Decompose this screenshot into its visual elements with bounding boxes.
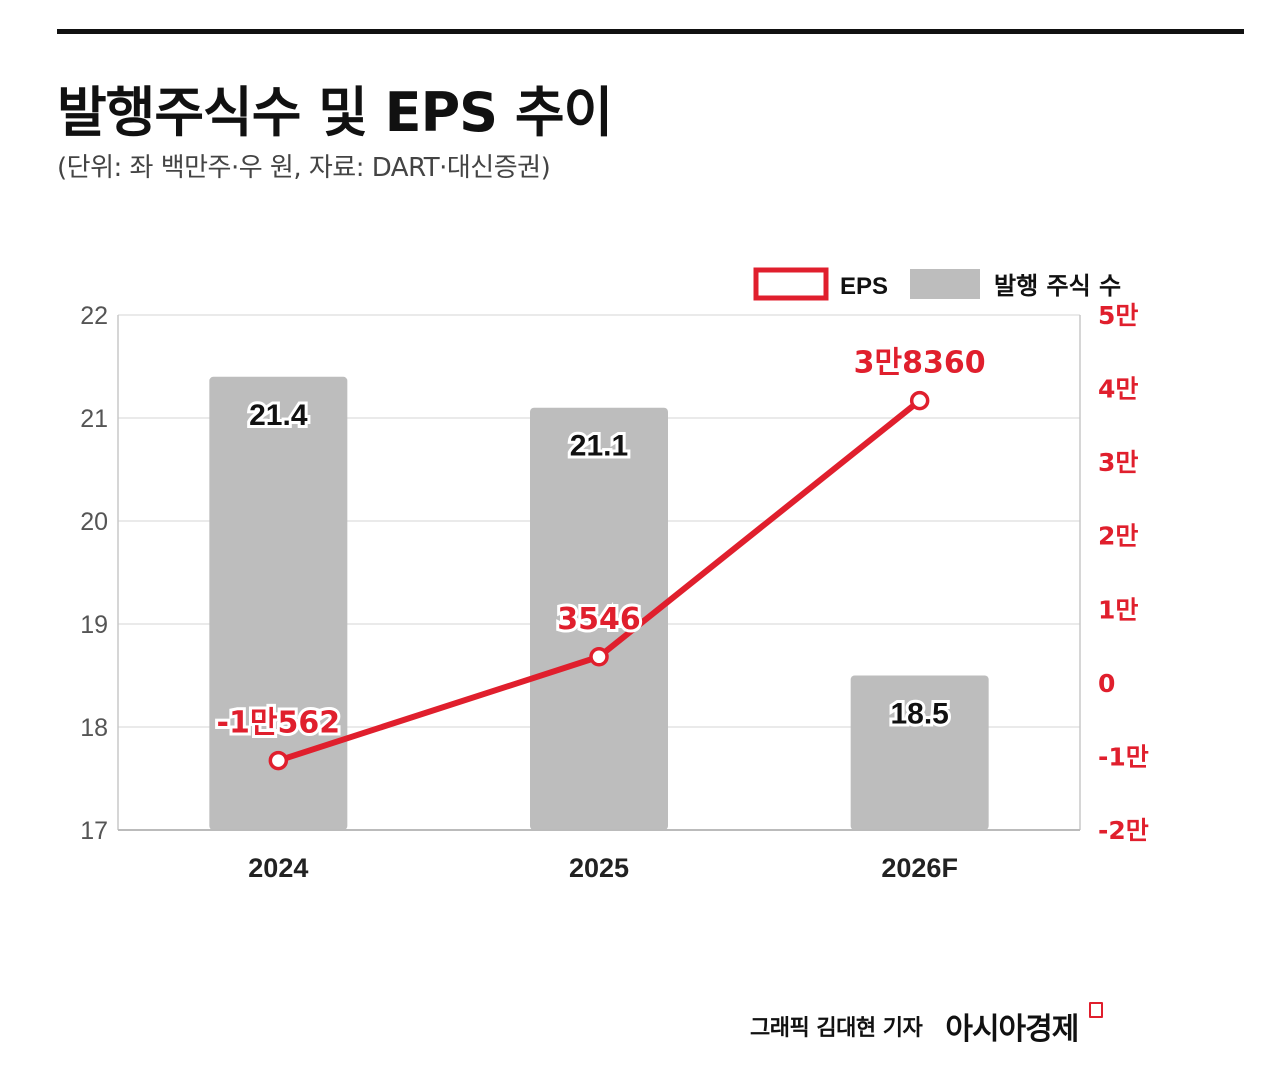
legend-eps-label: EPS bbox=[840, 273, 888, 300]
chart-title: 발행주식수 및 EPS 추이 bbox=[57, 81, 613, 144]
x-axis-tick-label: 2024 bbox=[248, 853, 308, 883]
footer: 그래픽 김대현 기자 아시아경제 bbox=[750, 1002, 1104, 1048]
left-axis-tick-label: 22 bbox=[80, 302, 108, 330]
eps-point bbox=[909, 390, 930, 411]
left-axis-tick-label: 18 bbox=[80, 714, 108, 742]
eps-data-label: 3546 bbox=[557, 602, 641, 637]
right-axis-tick-label: 4만 bbox=[1098, 375, 1138, 404]
x-axis-tick-label: 2025 bbox=[569, 853, 629, 883]
right-axis-tick-label: 5만 bbox=[1098, 301, 1138, 330]
axis-layer: 17 18 19 20 21 22 -2만 -1만 0 1만 2만 3만 4만 5만 2024 2025 202… bbox=[80, 301, 1149, 883]
right-axis-tick-label: -1만 bbox=[1098, 742, 1149, 771]
bar-data-label: 18.5 bbox=[890, 698, 948, 731]
bar-shares bbox=[850, 675, 989, 830]
left-axis-tick-label: 19 bbox=[80, 611, 108, 639]
left-axis-tick-label: 17 bbox=[80, 817, 108, 845]
bar-shares bbox=[530, 407, 668, 830]
bar-data-label: 21.4 bbox=[249, 399, 308, 432]
line-layer bbox=[268, 390, 930, 771]
legend-shares-swatch bbox=[910, 269, 980, 299]
right-axis-tick-label: 3만 bbox=[1098, 448, 1138, 477]
eps-data-label: 3만8360 bbox=[854, 346, 986, 381]
legend-eps-swatch bbox=[753, 267, 829, 301]
bar-data-label: 21.1 bbox=[570, 430, 628, 463]
chart-subtitle: (단위: 좌 백만주·우 원, 자료: DART·대신증권) bbox=[57, 153, 551, 183]
label-layer: 21.4 21.1 18.5 -1만562 3546 3만8360 bbox=[214, 343, 989, 744]
right-axis-tick-label: 1만 bbox=[1098, 595, 1138, 624]
credit-text: 그래픽 김대현 기자 bbox=[750, 1016, 923, 1041]
x-axis-tick-label: 2026F bbox=[881, 853, 958, 883]
eps-point bbox=[268, 750, 289, 771]
top-rule bbox=[57, 29, 1244, 34]
right-axis-tick-label: 2만 bbox=[1098, 522, 1138, 551]
bar-shares bbox=[209, 376, 348, 830]
right-axis-tick-label: 0 bbox=[1098, 669, 1115, 698]
eps-point bbox=[589, 647, 609, 667]
left-axis-tick-label: 21 bbox=[80, 405, 108, 433]
right-axis-tick-label: -2만 bbox=[1098, 816, 1149, 845]
legend-shares-label: 발행 주식 수 bbox=[994, 272, 1121, 300]
brand-logo-text: 아시아경제 bbox=[945, 1012, 1079, 1047]
legend: EPS 발행 주식 수 bbox=[753, 267, 1121, 301]
bar-layer bbox=[209, 376, 989, 830]
eps-data-label: -1만562 bbox=[217, 706, 341, 741]
left-axis-tick-label: 20 bbox=[80, 508, 108, 536]
brand-logo-icon bbox=[1089, 1002, 1104, 1018]
